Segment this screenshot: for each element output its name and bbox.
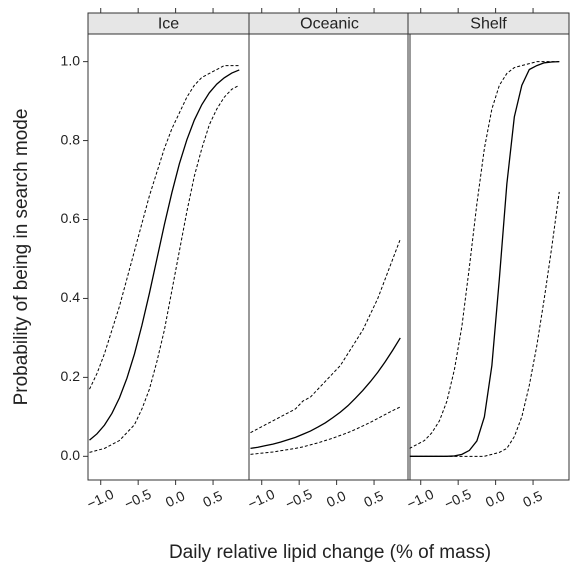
y-tick-label: 0.2 bbox=[61, 368, 81, 384]
confidence-line bbox=[89, 65, 240, 390]
fit-line bbox=[89, 69, 240, 441]
panel-frame bbox=[407, 33, 570, 481]
x-tick-label: −0.5 bbox=[283, 486, 315, 512]
y-tick-label: 0.4 bbox=[61, 289, 81, 305]
confidence-line bbox=[250, 406, 401, 455]
panel-title: Ice bbox=[158, 16, 179, 33]
y-axis-label: Probability of being in search mode bbox=[11, 109, 32, 406]
x-tick-label: −1.0 bbox=[84, 486, 116, 512]
x-tick-label: 0.0 bbox=[483, 487, 508, 510]
x-tick-label: 0.0 bbox=[163, 487, 188, 510]
x-tick-label: −0.5 bbox=[122, 486, 154, 512]
panel-title: Shelf bbox=[470, 16, 507, 33]
x-tick-label: −0.5 bbox=[442, 486, 474, 512]
y-tick-label: 0.8 bbox=[61, 131, 81, 147]
panel-frame bbox=[248, 33, 411, 481]
confidence-line bbox=[250, 239, 401, 434]
x-tick-label: 0.5 bbox=[361, 487, 386, 510]
y-tick-label: 0.0 bbox=[61, 447, 81, 463]
x-tick-label: −1.0 bbox=[245, 486, 277, 512]
fit-line bbox=[250, 337, 401, 450]
confidence-line bbox=[89, 84, 240, 453]
panel-title: Oceanic bbox=[300, 16, 359, 33]
confidence-line bbox=[409, 61, 560, 449]
x-tick-label: −1.0 bbox=[404, 486, 436, 512]
fit-line bbox=[409, 60, 560, 457]
y-tick-label: 0.6 bbox=[61, 210, 81, 226]
x-tick-label: 0.0 bbox=[324, 487, 349, 510]
y-tick-label: 1.0 bbox=[61, 52, 81, 68]
x-axis-label: Daily relative lipid change (% of mass) bbox=[169, 542, 491, 563]
x-tick-label: 0.5 bbox=[520, 487, 545, 510]
x-tick-label: 0.5 bbox=[200, 487, 225, 510]
